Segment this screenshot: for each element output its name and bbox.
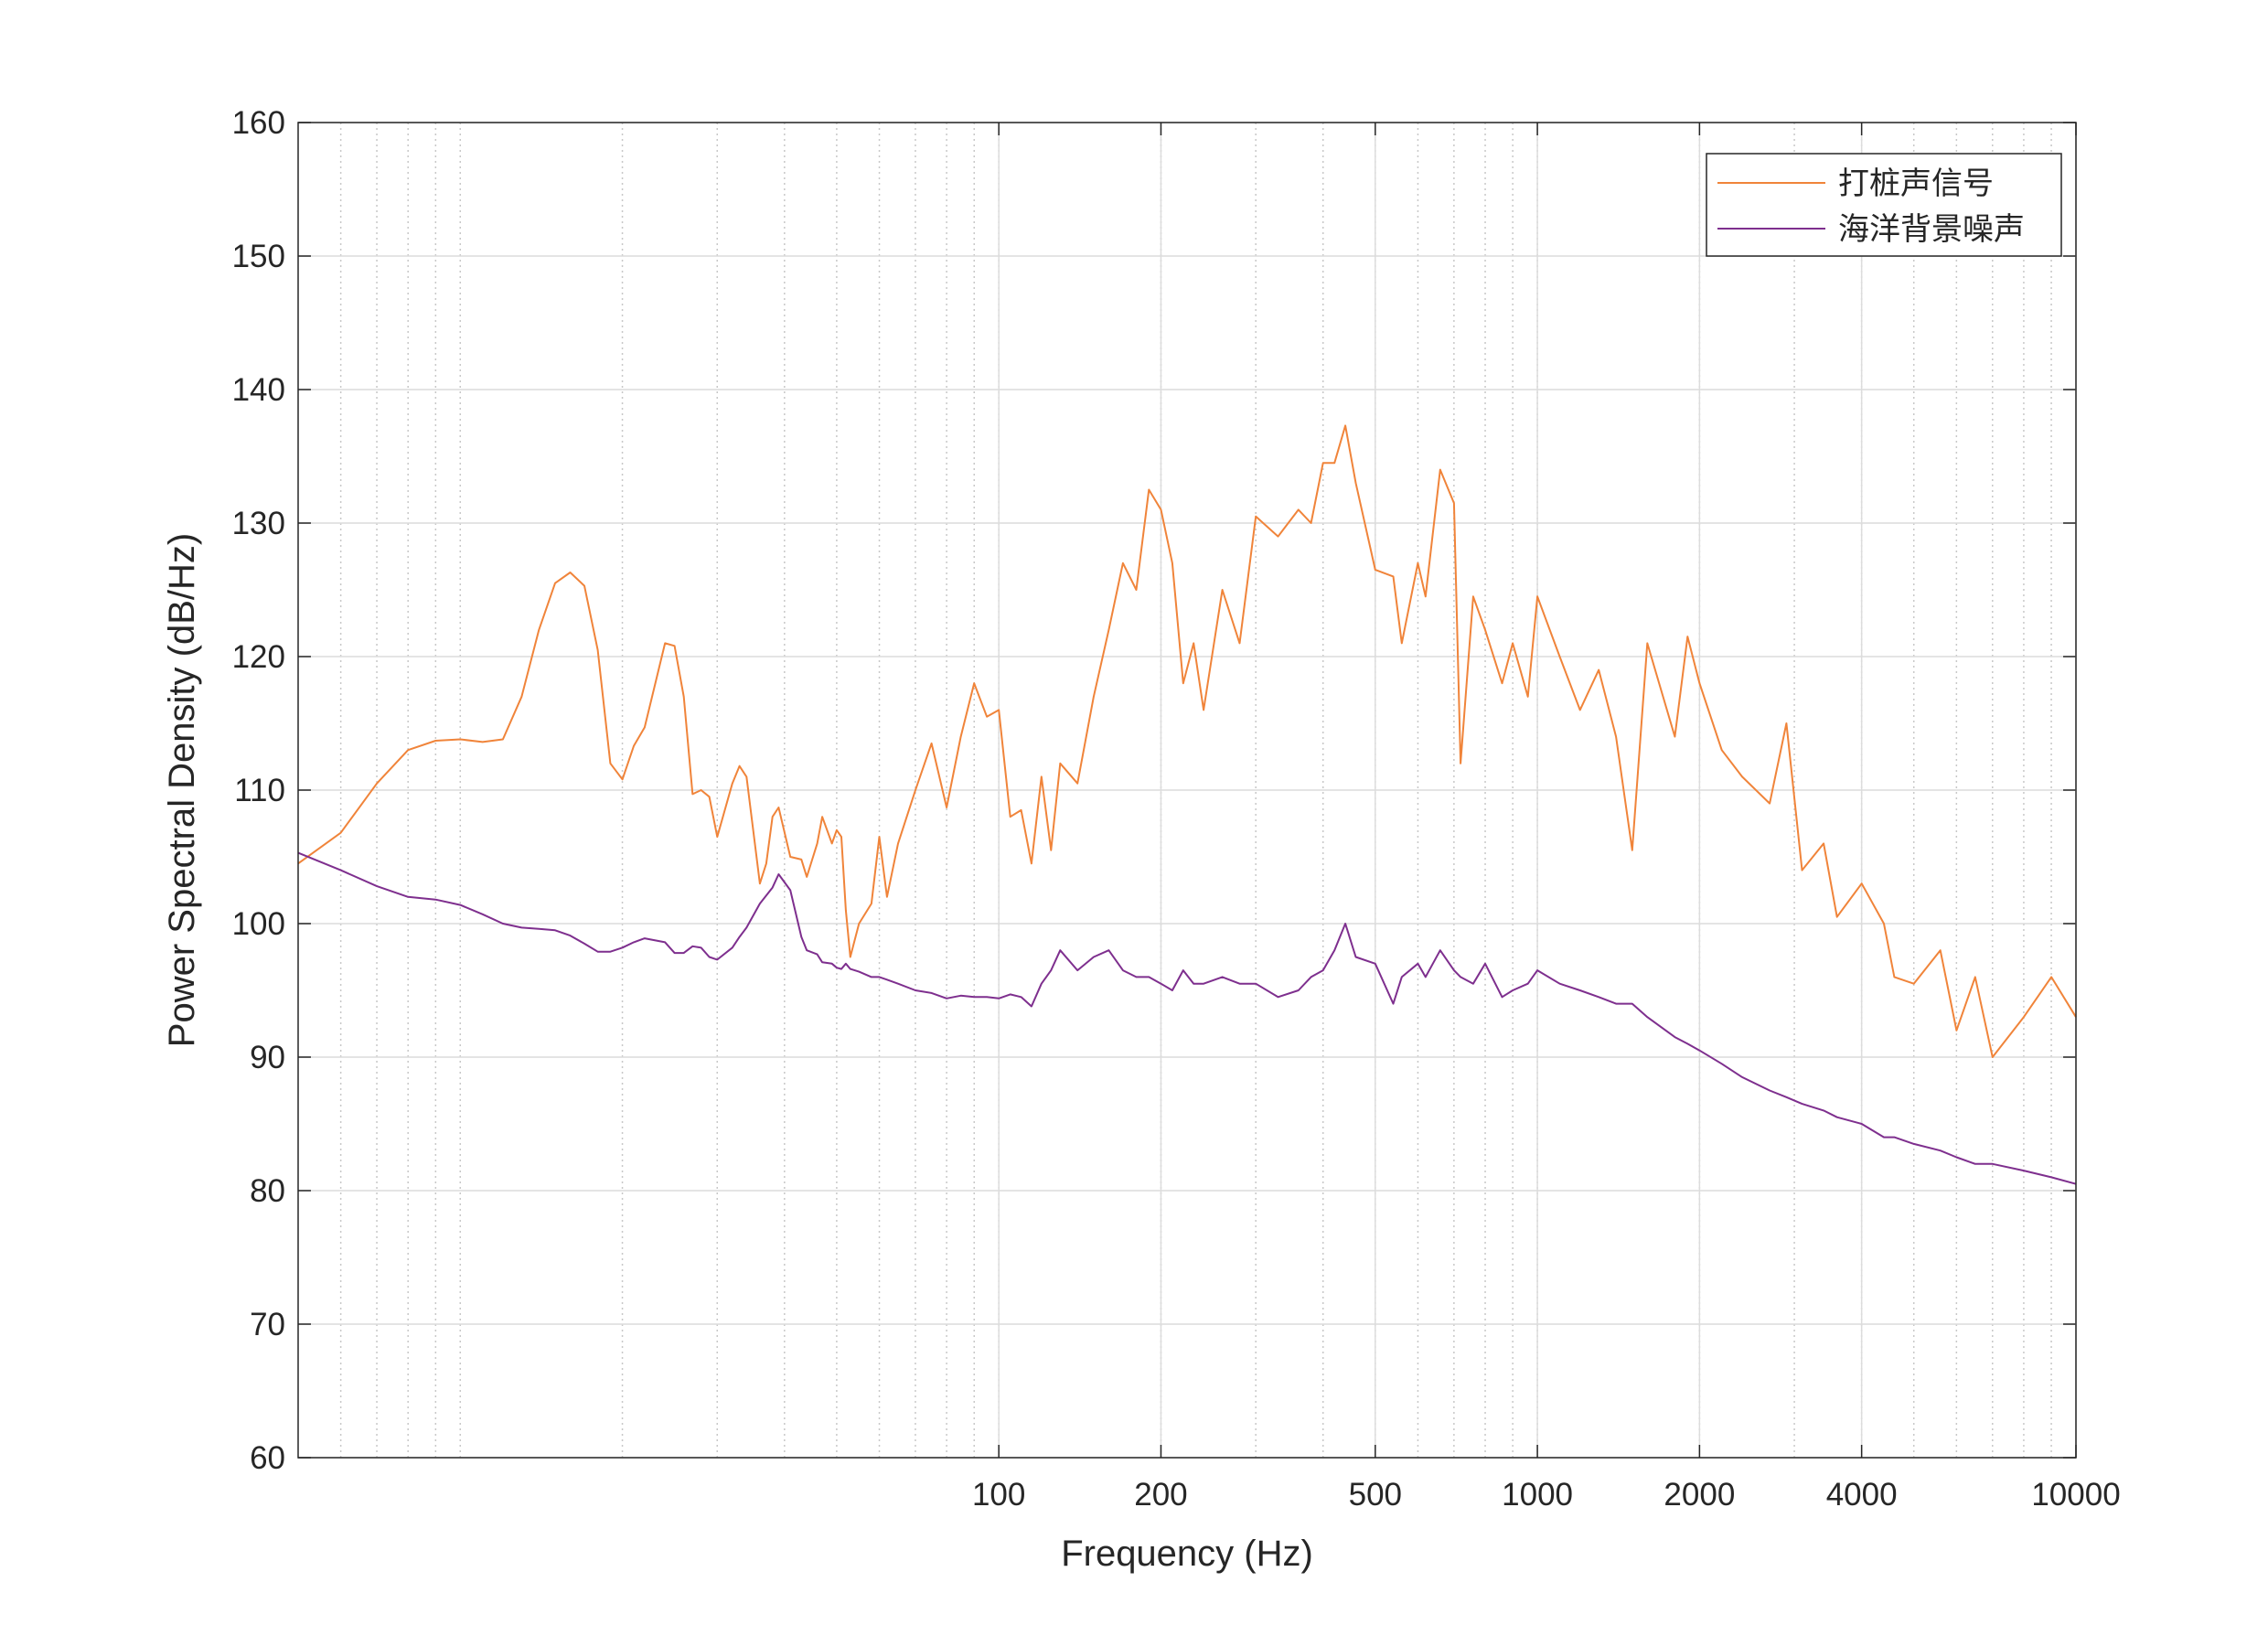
y-tick-label: 80 [250, 1173, 285, 1209]
series-line [297, 424, 2077, 1058]
y-tick-label: 130 [232, 506, 285, 541]
x-tick-label: 500 [1349, 1477, 1402, 1513]
x-tick-label: 1000 [1502, 1477, 1573, 1513]
series-line [297, 851, 2077, 1185]
y-axis-label: Power Spectral Density (dB/Hz) [162, 533, 202, 1047]
y-tick-label: 150 [232, 239, 285, 274]
y-tick-label: 90 [250, 1040, 285, 1075]
y-tick-label: 100 [232, 906, 285, 942]
x-tick-label: 200 [1134, 1477, 1187, 1513]
y-tick-label: 160 [232, 105, 285, 141]
y-tick-label: 70 [250, 1307, 285, 1342]
y-tick-label: 110 [234, 773, 285, 808]
legend-label: 打桩声信号 [1838, 166, 1994, 201]
legend-box [1706, 153, 2062, 257]
axes-box [297, 122, 2077, 1459]
legend-label: 海洋背景噪声 [1838, 212, 2025, 247]
x-tick-label: 2000 [1664, 1477, 1735, 1513]
x-axis-label: Frequency (Hz) [1061, 1534, 1313, 1574]
x-tick-label: 10000 [2031, 1477, 2120, 1513]
y-tick-label: 120 [232, 639, 285, 675]
x-tick-label: 4000 [1826, 1477, 1898, 1513]
y-tick-label: 60 [250, 1440, 285, 1476]
y-tick-label: 140 [232, 372, 285, 408]
x-tick-label: 100 [972, 1477, 1025, 1513]
